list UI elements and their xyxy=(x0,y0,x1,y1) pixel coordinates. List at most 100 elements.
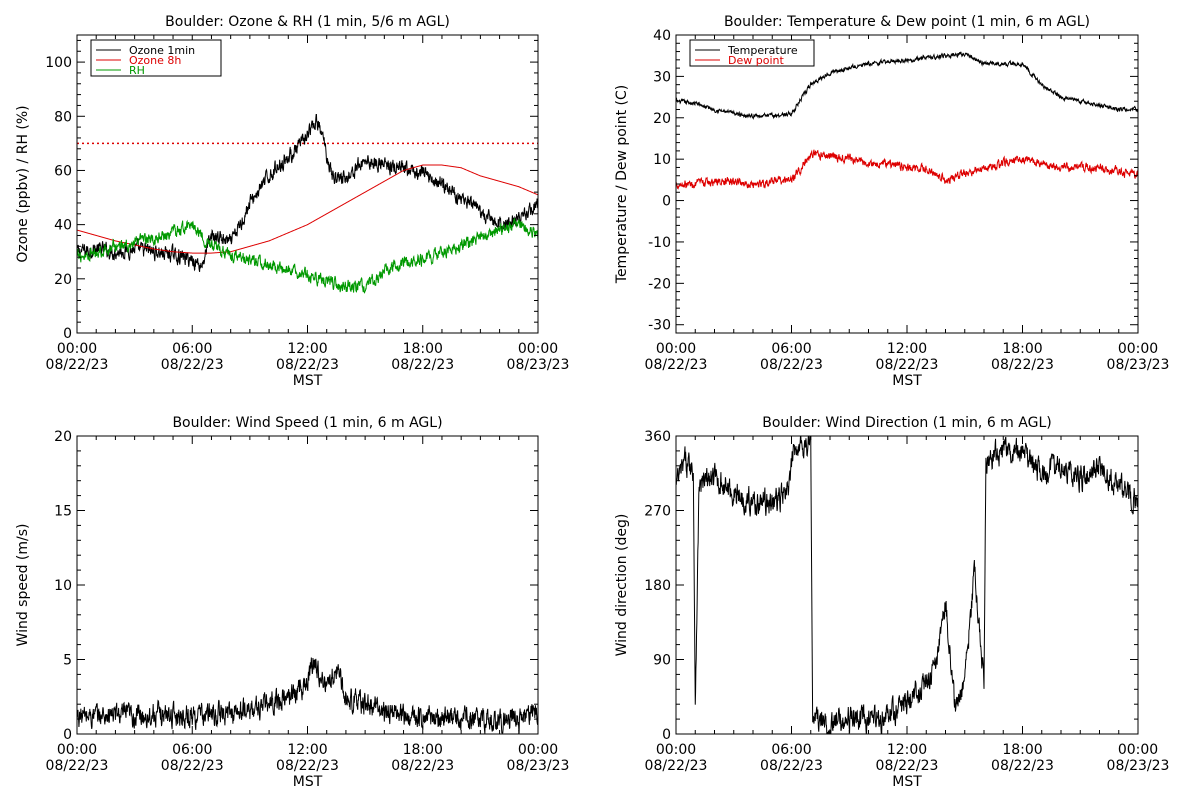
y-tick-label: 20 xyxy=(653,111,671,127)
chart-panels: Boulder: Ozone & RH (1 min, 5/6 m AGL) Oz… xyxy=(15,14,1169,790)
series-line-1 xyxy=(676,436,1138,734)
x-tick-label-date: 08/22/23 xyxy=(645,758,708,774)
plot-area xyxy=(676,436,1138,734)
x-tick-label-time: 18:00 xyxy=(403,341,443,357)
series-line-1 xyxy=(676,51,1138,120)
legend-box xyxy=(689,39,815,67)
x-tick-label-date: 08/22/23 xyxy=(645,357,708,373)
x-tick-label-date: 08/22/23 xyxy=(760,758,823,774)
x-tick-label-time: 18:00 xyxy=(1002,341,1042,357)
legend-label: Ozone 1min xyxy=(129,44,195,57)
x-axis-label: MST xyxy=(293,774,323,790)
x-axis-label: MST xyxy=(293,373,323,389)
y-axis-label: Wind direction (deg) xyxy=(614,514,630,657)
x-tick-label-time: 00:00 xyxy=(1118,341,1158,357)
y-tick-label: 40 xyxy=(54,218,72,234)
plot-area xyxy=(676,51,1138,190)
x-tick-label-time: 18:00 xyxy=(1002,742,1042,758)
y-tick-label: 0 xyxy=(662,727,671,743)
x-tick-label-time: 12:00 xyxy=(287,742,327,758)
legend-label: Ozone 8h xyxy=(129,54,181,67)
y-tick-label: 360 xyxy=(644,429,671,445)
series-line-3 xyxy=(77,218,538,294)
y-tick-label: 10 xyxy=(653,152,671,168)
x-tick-label-time: 18:00 xyxy=(403,742,443,758)
x-tick-label-date: 08/22/23 xyxy=(391,758,454,774)
x-tick-label-time: 12:00 xyxy=(887,742,927,758)
y-tick-label: 0 xyxy=(662,194,671,210)
y-tick-label: 180 xyxy=(644,578,671,594)
x-tick-label-date: 08/22/23 xyxy=(760,357,823,373)
x-tick-label-time: 00:00 xyxy=(1118,742,1158,758)
y-tick-label: -20 xyxy=(648,276,671,292)
series-line-2 xyxy=(77,164,538,254)
series-line-1 xyxy=(77,657,538,734)
y-tick-label: 100 xyxy=(45,55,72,71)
chart-title: Boulder: Ozone & RH (1 min, 5/6 m AGL) xyxy=(165,14,450,30)
chart-title: Boulder: Wind Direction (1 min, 6 m AGL) xyxy=(762,415,1051,431)
x-tick-label-date: 08/22/23 xyxy=(161,357,224,373)
legend-label: Temperature xyxy=(727,44,798,57)
chart-panel-2: Boulder: Temperature & Dew point (1 min,… xyxy=(614,14,1169,389)
x-tick-label-date: 08/23/23 xyxy=(507,758,570,774)
y-tick-label: -30 xyxy=(648,318,671,334)
x-tick-label-date: 08/22/23 xyxy=(46,357,109,373)
x-tick-label-time: 00:00 xyxy=(656,341,696,357)
y-tick-label: 20 xyxy=(54,429,72,445)
x-tick-label-time: 00:00 xyxy=(57,341,97,357)
x-tick-label-date: 08/22/23 xyxy=(876,357,939,373)
x-tick-label-date: 08/22/23 xyxy=(391,357,454,373)
x-tick-label-date: 08/22/23 xyxy=(991,758,1054,774)
y-tick-label: 10 xyxy=(54,578,72,594)
x-tick-label-time: 00:00 xyxy=(57,742,97,758)
y-tick-label: 90 xyxy=(653,653,671,669)
y-tick-label: 15 xyxy=(54,504,72,520)
x-tick-label-time: 12:00 xyxy=(887,341,927,357)
y-tick-label: -10 xyxy=(648,235,671,251)
x-tick-label-time: 00:00 xyxy=(518,742,558,758)
legend-label: Dew point xyxy=(728,54,784,67)
plot-area xyxy=(77,657,538,734)
chart-title: Boulder: Temperature & Dew point (1 min,… xyxy=(724,14,1090,30)
y-tick-label: 5 xyxy=(63,653,72,669)
y-axis-label: Ozone (ppbv) / RH (%) xyxy=(15,105,31,262)
y-axis-label: Temperature / Dew point (C) xyxy=(614,85,630,284)
x-tick-label-date: 08/22/23 xyxy=(991,357,1054,373)
x-tick-label-date: 08/23/23 xyxy=(1107,758,1170,774)
x-tick-label-time: 06:00 xyxy=(172,742,212,758)
y-tick-label: 0 xyxy=(63,727,72,743)
x-tick-label-time: 00:00 xyxy=(518,341,558,357)
y-tick-label: 20 xyxy=(54,272,72,288)
x-tick-label-date: 08/22/23 xyxy=(46,758,109,774)
x-tick-label-date: 08/23/23 xyxy=(507,357,570,373)
chart-panel-4: Boulder: Wind Direction (1 min, 6 m AGL)… xyxy=(614,415,1169,790)
x-tick-label-date: 08/22/23 xyxy=(876,758,939,774)
x-axis-label: MST xyxy=(892,774,922,790)
x-tick-label-date: 08/23/23 xyxy=(1107,357,1170,373)
chart-panel-1: Boulder: Ozone & RH (1 min, 5/6 m AGL) Oz… xyxy=(15,14,569,389)
x-tick-label-time: 06:00 xyxy=(771,341,811,357)
y-axis-label: Wind speed (m/s) xyxy=(15,524,31,647)
y-tick-label: 40 xyxy=(653,28,671,44)
x-tick-label-time: 06:00 xyxy=(771,742,811,758)
x-tick-label-time: 00:00 xyxy=(656,742,696,758)
y-tick-label: 0 xyxy=(63,326,72,342)
y-tick-label: 30 xyxy=(653,69,671,85)
y-tick-label: 270 xyxy=(644,504,671,520)
y-tick-label: 60 xyxy=(54,163,72,179)
x-axis-label: MST xyxy=(892,373,922,389)
chart-title: Boulder: Wind Speed (1 min, 6 m AGL) xyxy=(172,415,442,431)
plot-area xyxy=(77,113,538,294)
x-tick-label-date: 08/22/23 xyxy=(161,758,224,774)
x-tick-label-date: 08/22/23 xyxy=(276,357,339,373)
x-tick-label-time: 12:00 xyxy=(287,341,327,357)
series-line-2 xyxy=(676,149,1138,190)
x-tick-label-time: 06:00 xyxy=(172,341,212,357)
legend-label: RH xyxy=(129,64,145,77)
x-tick-label-date: 08/22/23 xyxy=(276,758,339,774)
chart-panel-3: Boulder: Wind Speed (1 min, 6 m AGL) Wind… xyxy=(15,415,569,790)
